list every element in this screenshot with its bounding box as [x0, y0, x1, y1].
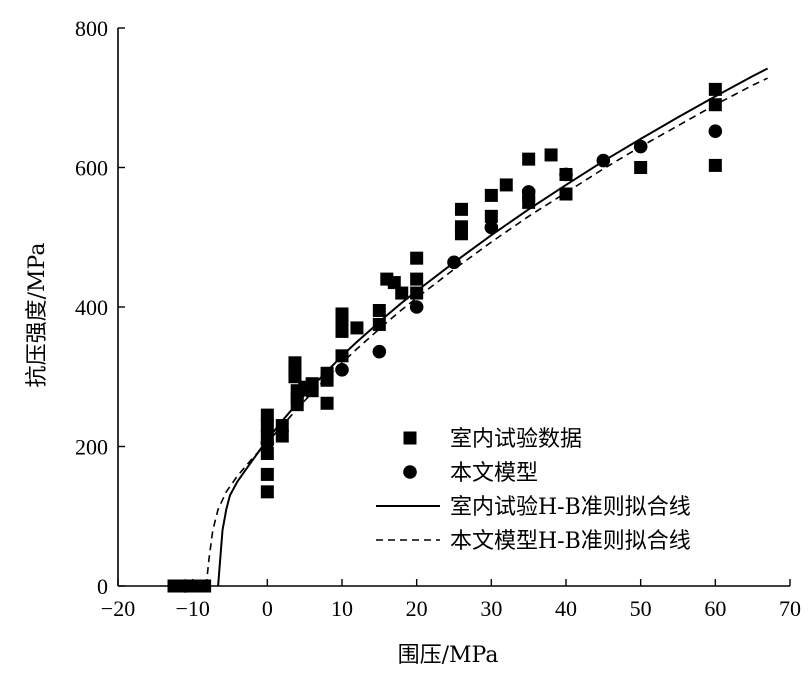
x-tick-label: 10 — [331, 596, 353, 621]
circle-point — [372, 344, 387, 359]
x-tick-label: 40 — [555, 596, 577, 621]
square-point — [410, 272, 424, 286]
y-axis-title: 抗压强度/MPa — [25, 243, 50, 388]
square-point — [372, 317, 386, 331]
legend-label-3: 本文模型H-B准则拟合线 — [450, 529, 691, 554]
square-point — [454, 202, 468, 216]
y-tick-label: 200 — [75, 435, 108, 460]
circle-point — [559, 167, 573, 182]
square-point — [484, 209, 498, 223]
x-tick-label: −20 — [101, 596, 135, 621]
circle-point — [260, 436, 275, 450]
square-point — [275, 429, 289, 443]
square-point — [260, 485, 274, 499]
square-point — [499, 178, 513, 192]
y-tick-label: 800 — [75, 16, 108, 41]
circle-point — [521, 185, 536, 199]
y-tick-label: 400 — [75, 295, 108, 320]
circle-point — [297, 382, 312, 397]
square-point — [320, 366, 334, 380]
square-point — [260, 419, 274, 433]
square-point — [634, 161, 648, 174]
square-point — [395, 286, 409, 300]
legend-label-0: 室内试验数据 — [450, 427, 582, 452]
x-tick-label: 50 — [630, 596, 652, 621]
x-tick-label: 60 — [704, 596, 726, 621]
legend-square-marker — [403, 431, 417, 445]
square-point — [350, 321, 364, 335]
axes: −20 −10 0 10 20 30 40 50 60 70 0 200 400 600 800 围压/MPa… — [25, 16, 801, 668]
square-point — [708, 98, 722, 112]
square-point — [522, 152, 536, 166]
series-line-2 — [217, 67, 769, 587]
square-point — [387, 276, 401, 290]
fit-lines — [205, 67, 769, 587]
square-point — [544, 148, 558, 162]
square-point — [288, 356, 302, 370]
series-line-3 — [205, 77, 768, 587]
square-point — [708, 158, 722, 172]
legend-circle-marker — [403, 465, 417, 479]
x-tick-label: 20 — [406, 596, 428, 621]
circle-point — [633, 139, 648, 154]
square-point — [559, 187, 573, 201]
circle-point — [409, 300, 424, 314]
square-point — [335, 349, 349, 363]
x-axis-title: 围压/MPa — [398, 643, 499, 668]
square-point — [320, 396, 334, 410]
circle-point — [708, 124, 723, 139]
square-point — [708, 82, 722, 96]
square-point — [275, 419, 289, 433]
square-point — [260, 446, 274, 460]
legend-label-1: 本文模型 — [450, 461, 538, 486]
circle-point — [484, 220, 499, 235]
legend-label-2: 室内试验H-B准则拟合线 — [450, 495, 691, 520]
square-point — [260, 408, 274, 422]
square-point — [260, 467, 274, 481]
x-tick-label: 30 — [480, 596, 502, 621]
y-tick-label: 0 — [97, 574, 108, 599]
x-tick-label: −10 — [175, 596, 209, 621]
square-point — [335, 324, 349, 338]
circle-point — [335, 362, 349, 377]
circle-point — [178, 579, 192, 593]
circle-point — [447, 255, 461, 270]
square-point — [410, 251, 424, 265]
data-points — [167, 82, 723, 593]
y-tick-label: 600 — [75, 156, 108, 181]
square-point — [372, 303, 386, 317]
square-point — [454, 220, 468, 234]
x-tick-label: 0 — [262, 596, 273, 621]
square-point — [410, 286, 424, 300]
square-point — [484, 188, 498, 202]
x-tick-label: 70 — [779, 596, 801, 621]
square-point — [335, 307, 349, 321]
circle-point — [596, 153, 611, 168]
square-point — [198, 579, 212, 593]
